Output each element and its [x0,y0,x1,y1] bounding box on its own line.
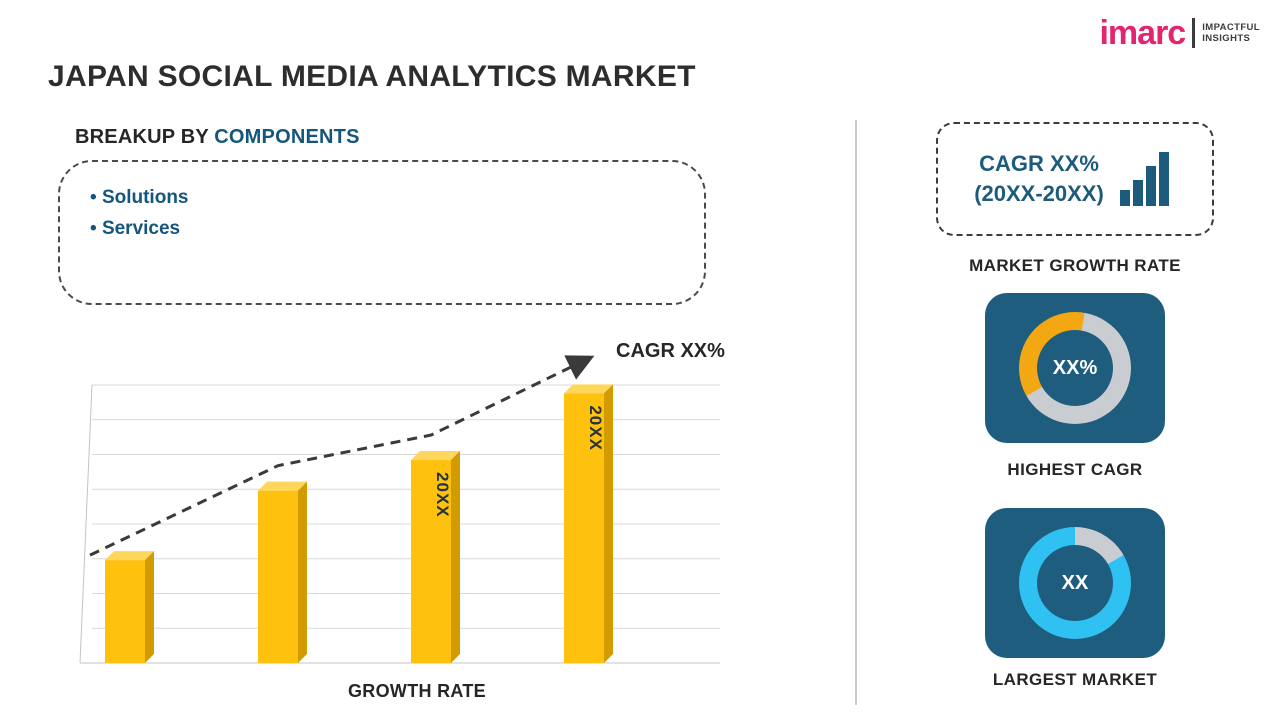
bar-side-face [298,481,307,663]
bar-year-label: 20XX [586,405,605,451]
highest-cagr-donut-chart: XX% [1019,312,1131,424]
logo-divider-bar [1192,18,1196,48]
bar-side-face [451,451,460,663]
bar-top-face [564,384,613,394]
highest-cagr-value: XX% [1037,330,1113,406]
highest-cagr-tile: XX% [985,293,1165,443]
bar-side-face [145,551,154,663]
components-list-box: Solutions Services [58,160,706,305]
bar-year-label: 20XX [433,472,452,518]
largest-market-value: XX [1037,545,1113,621]
bar-chart-area: 20XX 20XX [70,330,730,675]
market-growth-rate-caption: MARKET GROWTH RATE [969,256,1181,275]
growth-rate-bar-chart: 20XX 20XX [79,355,720,664]
vertical-divider [855,120,857,705]
trend-cagr-label: CAGR XX% [616,340,725,362]
components-list: Solutions Services [90,182,704,244]
list-item: Services [90,213,704,244]
highest-cagr-caption: HIGHEST CAGR [1007,460,1143,479]
page-title: JAPAN SOCIAL MEDIA ANALYTICS MARKET [48,60,696,93]
bar [564,393,604,663]
list-item: Solutions [90,182,704,213]
largest-market-caption: LARGEST MARKET [992,670,1158,689]
bar-top-face [105,551,154,561]
bar [411,460,451,663]
bar [258,490,298,663]
x-axis-label: GROWTH RATE [348,681,486,701]
largest-market-donut-chart: XX [1019,527,1131,639]
cagr-value-text: CAGR XX% (20XX-20XX) [974,151,1104,206]
imarc-logo: imarc IMPACTFUL INSIGHTS [1099,16,1260,50]
breakup-heading: BREAKUP BY COMPONENTS [75,126,360,149]
left-axis-line [79,384,93,664]
bar-top-face [258,481,307,491]
imarc-logo-text: imarc [1099,14,1186,52]
market-growth-rate-box: CAGR XX% (20XX-20XX) [936,122,1214,236]
bar [105,560,145,663]
trend-arrow [89,355,595,557]
bar-top-face [411,451,460,461]
growth-bars-icon [1119,152,1169,206]
bar-side-face [604,384,613,663]
largest-market-tile: XX [985,508,1165,658]
breakup-heading-highlight: COMPONENTS [214,126,360,148]
logo-tagline: IMPACTFUL INSIGHTS [1202,21,1260,44]
breakup-heading-prefix: BREAKUP BY [75,126,215,148]
